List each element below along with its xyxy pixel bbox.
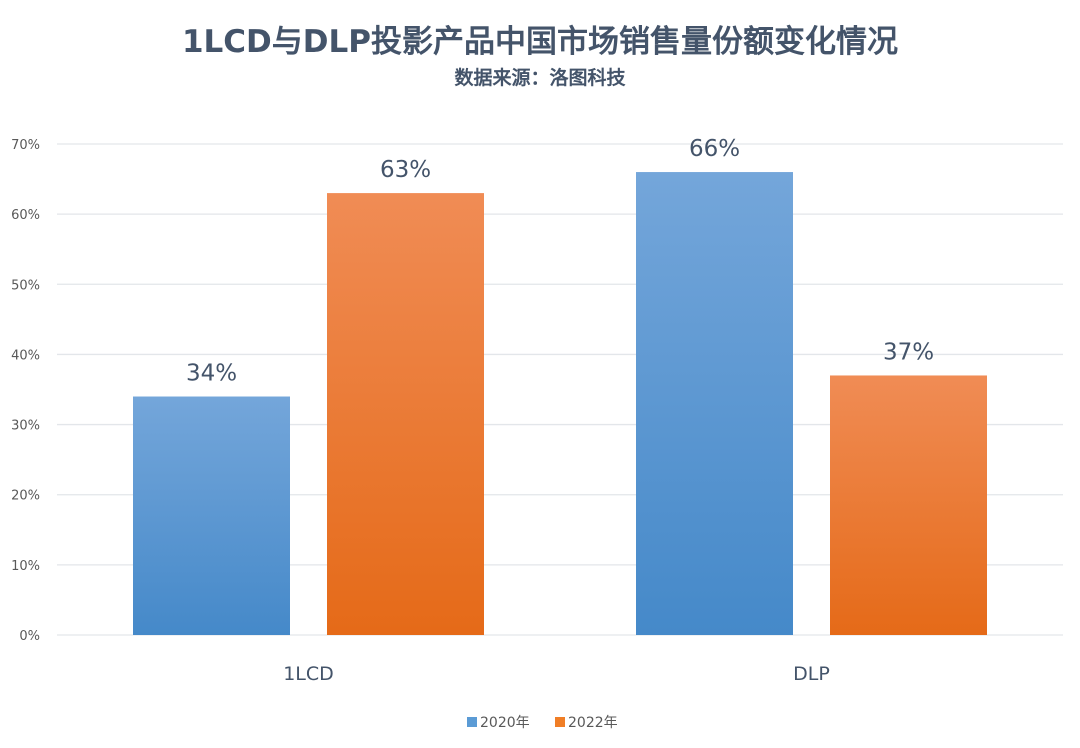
data-label: 37%	[883, 339, 934, 365]
y-tick-label: 70%	[11, 138, 40, 153]
x-axis-ticks: 1LCD DLP	[283, 663, 830, 685]
data-label: 63%	[380, 157, 431, 183]
y-tick-label: 50%	[11, 278, 40, 293]
legend-swatch-2022年	[555, 717, 565, 727]
chart-title: 1LCD与DLP投影产品中国市场销售量份额变化情况	[182, 24, 898, 60]
data-label: 66%	[689, 136, 740, 162]
y-tick-label: 10%	[11, 559, 40, 574]
y-tick-label: 40%	[11, 348, 40, 363]
bars	[133, 172, 987, 636]
x-tick-label: DLP	[793, 663, 830, 685]
y-tick-label: 0%	[19, 629, 40, 644]
x-tick-label: 1LCD	[283, 663, 334, 685]
data-labels: 34% 63% 66% 37%	[186, 136, 934, 386]
legend-label: 2022年	[568, 715, 618, 731]
y-tick-label: 30%	[11, 419, 40, 434]
legend: 2020年 2022年	[467, 715, 618, 731]
y-tick-label: 60%	[11, 208, 40, 223]
chart-subtitle: 数据来源：洛图科技	[454, 66, 626, 89]
bar-1lcd-2020年	[133, 396, 290, 635]
bar-dlp-2020年	[636, 172, 793, 636]
y-tick-label: 20%	[11, 489, 40, 504]
legend-label: 2020年	[480, 715, 530, 731]
y-axis-ticks: 0% 10% 20% 30% 40% 50% 60% 70%	[11, 138, 40, 644]
legend-swatch-2020年	[467, 717, 477, 727]
bar-dlp-2022年	[830, 375, 987, 635]
data-label: 34%	[186, 361, 237, 387]
bar-1lcd-2022年	[327, 193, 484, 635]
